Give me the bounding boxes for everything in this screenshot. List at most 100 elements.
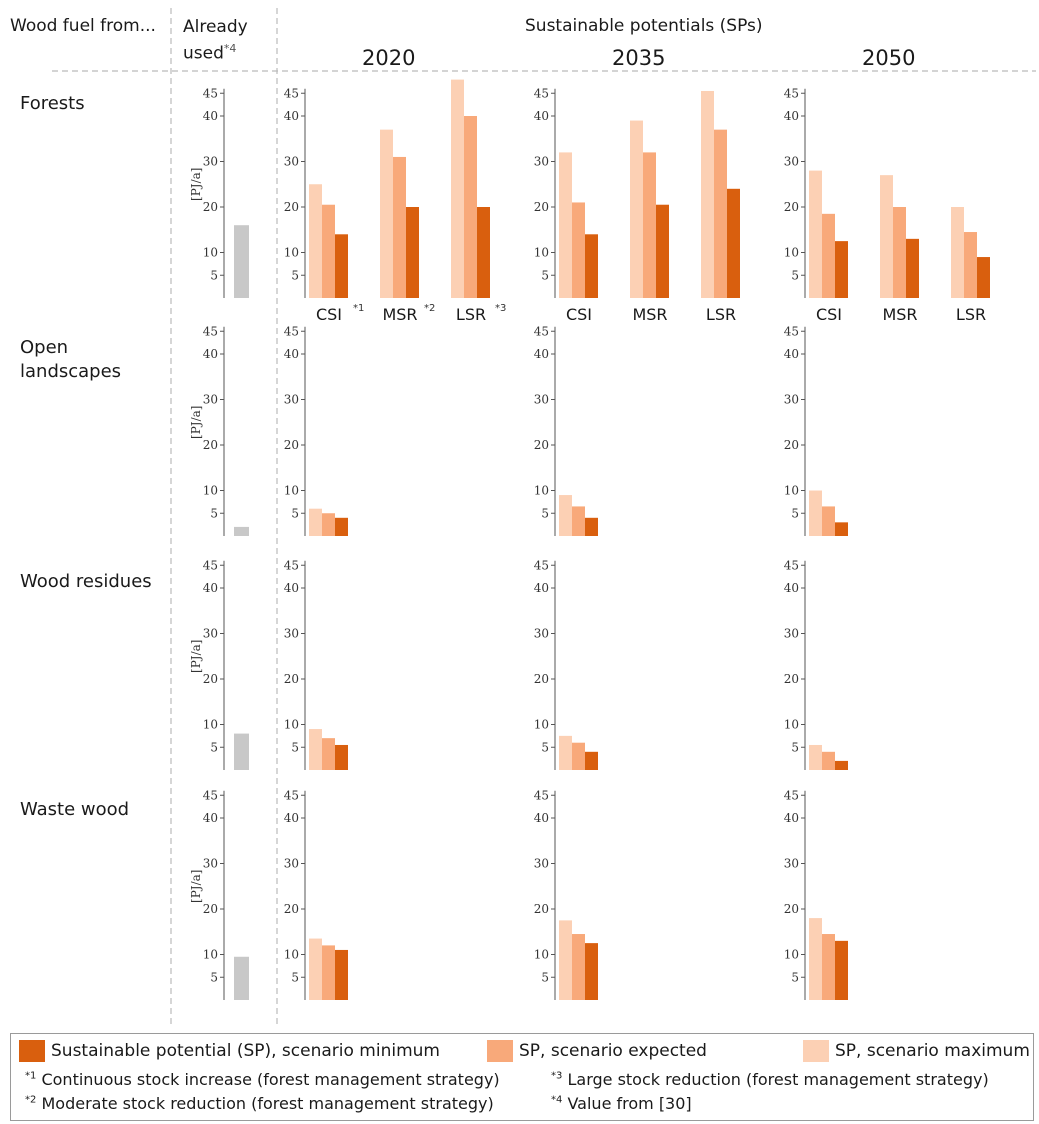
bar-r3-2050-CSI-max	[809, 918, 822, 1000]
y-tick-label-r2-c0-5: 5	[210, 740, 218, 754]
x-category-label-2035-MSR: MSR	[632, 305, 667, 324]
y-axis-label-r1: [PJ/a]	[189, 406, 203, 439]
y-tick-label-r0-c1-40: 40	[284, 109, 299, 123]
y-tick-label-r0-c3-20: 20	[784, 200, 799, 214]
footnote-1-mark: *1	[25, 1070, 37, 1082]
y-tick-label-r0-c0-20: 20	[203, 200, 218, 214]
bar-r0-2050-CSI-exp	[822, 213, 835, 298]
x-category-label-2020-LSR: LSR	[456, 305, 486, 324]
legend-label-min: Sustainable potential (SP), scenario min…	[51, 1041, 440, 1061]
bar-r2-2020-CSI-exp	[322, 738, 335, 770]
legend-item-expected: SP, scenario expected	[487, 1040, 707, 1062]
bar-r0-2020-CSI-min	[335, 234, 348, 298]
header-wood-fuel-from: Wood fuel from...	[10, 16, 156, 36]
y-tick-label-r2-c1-20: 20	[284, 672, 299, 686]
y-tick-label-r1-c1-30: 30	[284, 393, 299, 407]
bar-r2-2050-CSI-max	[809, 744, 822, 770]
y-tick-label-r1-c2-30: 30	[534, 393, 549, 407]
footnote-3-mark: *3	[551, 1070, 563, 1082]
bar-r3-2035-CSI-min	[585, 943, 598, 1000]
y-tick-label-r2-c3-30: 30	[784, 627, 799, 641]
legend-swatch-expected	[487, 1040, 513, 1062]
bar-r2-2035-CSI-min	[585, 751, 598, 770]
bar-r0-2035-LSR-min	[727, 188, 740, 298]
bar-r0-2050-CSI-min	[835, 241, 848, 298]
y-tick-label-r3-c0-40: 40	[203, 811, 218, 825]
y-tick-label-r2-c2-10: 10	[534, 718, 549, 732]
y-tick-label-r0-c2-10: 10	[534, 246, 549, 260]
y-tick-label-r3-c1-45: 45	[284, 788, 299, 802]
y-tick-label-r2-c2-30: 30	[534, 627, 549, 641]
bar-r2-2050-CSI-min	[835, 760, 848, 770]
bar-r0-2050-LSR-exp	[964, 232, 977, 298]
y-tick-label-r1-c1-10: 10	[284, 484, 299, 498]
legend-label-expected: SP, scenario expected	[519, 1041, 707, 1061]
y-tick-label-r3-c3-45: 45	[784, 788, 799, 802]
row-label-waste-wood: Waste wood	[20, 799, 130, 820]
bar-r1-2050-CSI-min	[835, 522, 848, 536]
y-tick-label-r0-c0-5: 5	[210, 268, 218, 282]
y-tick-label-r1-c3-5: 5	[791, 506, 799, 520]
x-category-label-2050-MSR: MSR	[882, 305, 917, 324]
bar-r0-2050-CSI-max	[809, 170, 822, 298]
y-tick-label-r2-c3-5: 5	[791, 740, 799, 754]
y-tick-label-r1-c2-5: 5	[541, 506, 549, 520]
y-tick-label-r2-c2-40: 40	[534, 581, 549, 595]
footnote-4-mark: *4	[551, 1094, 563, 1106]
y-axis-label-r3: [PJ/a]	[189, 870, 203, 903]
bar-r0-2035-MSR-max	[630, 120, 643, 298]
footnote-2-text: Moderate stock reduction (forest managem…	[41, 1094, 494, 1113]
y-tick-label-r0-c3-30: 30	[784, 155, 799, 169]
bar-r0-2020-MSR-max	[380, 129, 393, 298]
bar-r1-2035-CSI-min	[585, 517, 598, 536]
bar-r2-2035-CSI-max	[559, 735, 572, 770]
already-used-label: Already used	[183, 17, 248, 64]
y-tick-label-r0-c2-5: 5	[541, 268, 549, 282]
y-tick-label-r1-c0-5: 5	[210, 506, 218, 520]
footnote-3-text: Large stock reduction (forest management…	[567, 1070, 989, 1089]
already-used-note: *4	[223, 42, 237, 55]
bar-r0-2020-MSR-exp	[393, 156, 406, 298]
y-tick-label-r2-c0-20: 20	[203, 672, 218, 686]
legend-label-maximum: SP, scenario maximum	[835, 1041, 1030, 1061]
y-tick-label-r2-c3-20: 20	[784, 672, 799, 686]
y-tick-label-r3-c0-45: 45	[203, 788, 218, 802]
y-tick-label-r1-c0-30: 30	[203, 393, 218, 407]
x-category-label-2035-LSR: LSR	[706, 305, 736, 324]
y-tick-label-r0-c0-45: 45	[203, 86, 218, 100]
legend-item-min: Sustainable potential (SP), scenario min…	[19, 1040, 440, 1062]
bar-r0-2035-CSI-min	[585, 234, 598, 298]
bar-r1-2020-CSI-max	[309, 508, 322, 536]
y-tick-label-r3-c3-5: 5	[791, 970, 799, 984]
footnote-4-text: Value from [30]	[567, 1094, 692, 1113]
year-label-2020: 2020	[362, 46, 416, 70]
y-tick-label-r2-c3-45: 45	[784, 558, 799, 572]
legend-swatch-min	[19, 1040, 45, 1062]
header-already-used: Already used*4	[183, 16, 263, 65]
bar-r0-2020-CSI-max	[309, 184, 322, 298]
y-tick-label-r2-c1-40: 40	[284, 581, 299, 595]
footnote-1: *1 Continuous stock increase (forest man…	[25, 1070, 500, 1089]
y-tick-label-r1-c2-40: 40	[534, 347, 549, 361]
bar-r0-2035-LSR-max	[701, 90, 714, 298]
bar-r0-2035-LSR-exp	[714, 129, 727, 298]
bar-already-used-2	[234, 733, 249, 770]
bar-already-used-3	[234, 956, 249, 1000]
bar-r2-2020-CSI-max	[309, 729, 322, 770]
y-tick-label-r3-c1-10: 10	[284, 948, 299, 962]
year-label-2050: 2050	[862, 46, 916, 70]
bar-r3-2035-CSI-max	[559, 920, 572, 1000]
y-tick-label-r1-c1-20: 20	[284, 438, 299, 452]
y-tick-label-r0-c1-45: 45	[284, 86, 299, 100]
bar-r0-2035-CSI-max	[559, 152, 572, 298]
y-tick-label-r3-c3-10: 10	[784, 948, 799, 962]
bar-r0-2035-MSR-min	[656, 204, 669, 298]
y-axis-label-r2: [PJ/a]	[189, 640, 203, 673]
bar-r0-2020-LSR-exp	[464, 116, 477, 298]
bar-already-used-0	[234, 225, 249, 298]
bar-r0-2050-MSR-min	[906, 238, 919, 298]
y-tick-label-r3-c2-5: 5	[541, 970, 549, 984]
bar-r0-2050-LSR-min	[977, 257, 990, 298]
y-tick-label-r1-c3-30: 30	[784, 393, 799, 407]
y-tick-label-r0-c2-20: 20	[534, 200, 549, 214]
